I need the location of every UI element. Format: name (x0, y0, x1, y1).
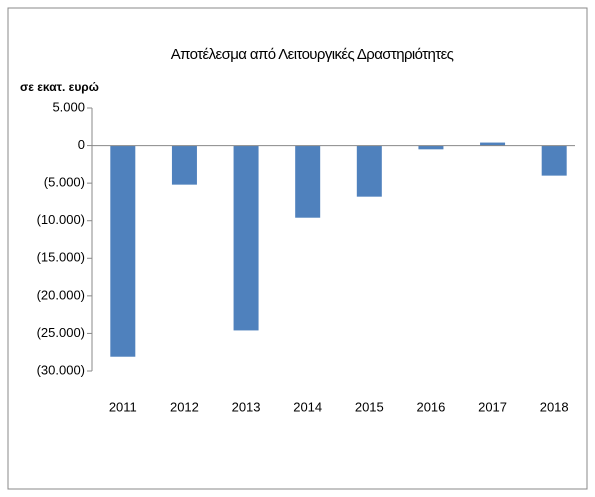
bar (541, 145, 567, 176)
y-tick-label: (20.000) (37, 287, 85, 302)
bar (295, 145, 321, 218)
y-tick-label: (10.000) (37, 212, 85, 227)
x-tick-label: 2015 (355, 399, 384, 414)
bar (233, 145, 259, 331)
y-tick-label: (5.000) (44, 175, 85, 190)
y-tick-label: (30.000) (37, 362, 85, 377)
bar (110, 145, 136, 357)
chart-title: Αποτέλεσμα από Λειτουργικές Δραστηριότητ… (171, 46, 454, 63)
y-tick-label: (15.000) (37, 250, 85, 265)
y-tick-label: 5.000 (52, 99, 85, 114)
x-tick-label: 2014 (293, 399, 322, 414)
x-tick-label: 2011 (109, 399, 137, 414)
bar (480, 142, 506, 146)
y-tick-label: (25.000) (37, 325, 85, 340)
bar (171, 145, 197, 185)
x-tick-label: 2013 (232, 399, 261, 414)
x-tick-label: 2012 (170, 399, 199, 414)
chart-border (7, 7, 588, 490)
bar (418, 145, 444, 150)
y-axis-label: σε εκατ. ευρώ (20, 80, 99, 94)
bar (356, 145, 382, 197)
x-tick-label: 2018 (540, 399, 569, 414)
y-tick-label: 0 (78, 137, 85, 152)
x-tick-label: 2016 (416, 399, 445, 414)
x-tick-label: 2017 (478, 399, 507, 414)
